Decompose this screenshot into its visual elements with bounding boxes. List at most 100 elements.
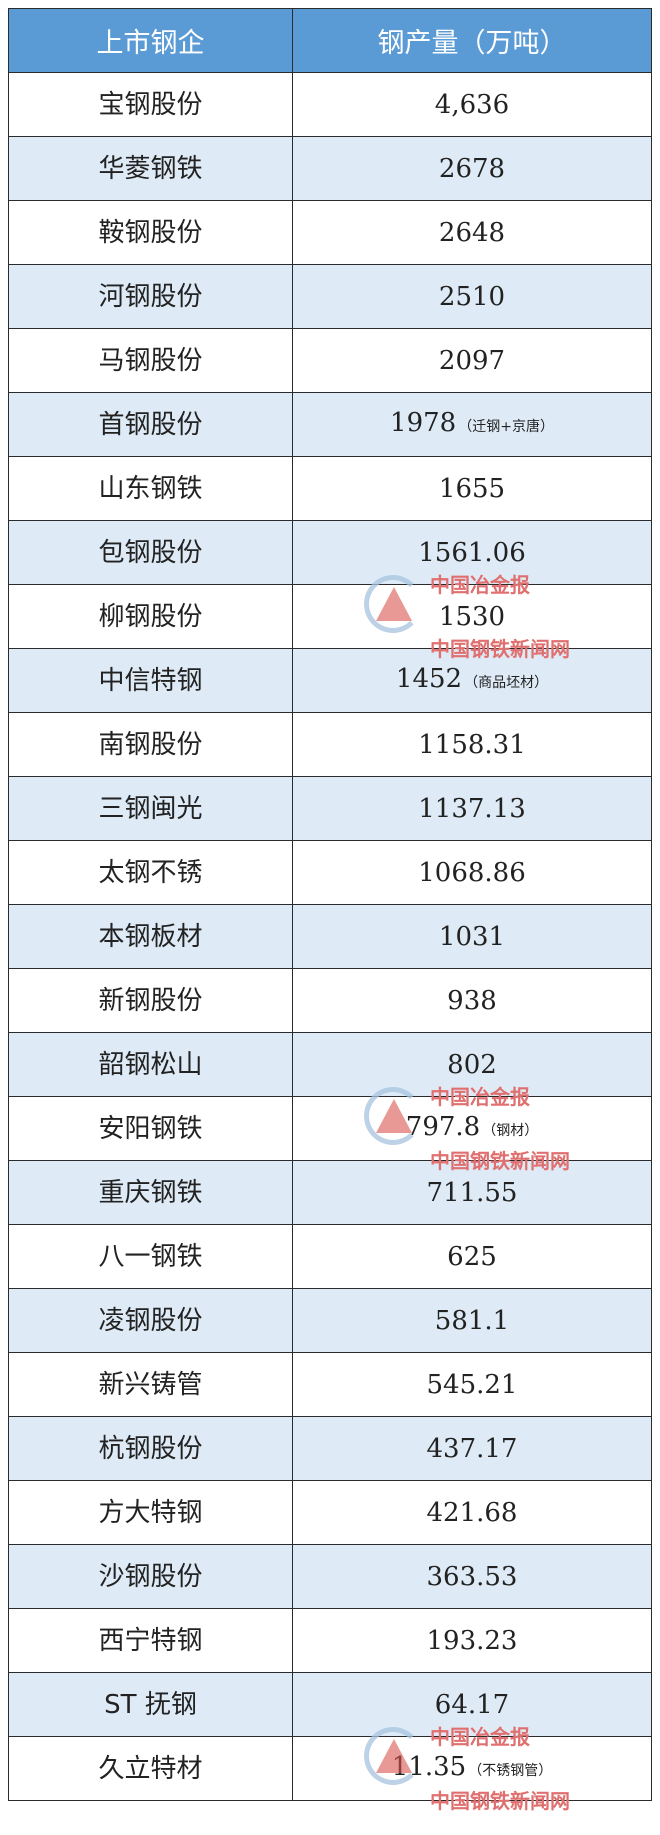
table-row: 柳钢股份 1530 — [8, 584, 652, 649]
output-cell: 1137.13 — [292, 776, 652, 841]
steel-output-table: 上市钢企 钢产量（万吨） 宝钢股份 4,636 华菱钢铁 2678 鞍钢股份 2648 河钢… — [8, 8, 652, 1801]
output-cell: 1158.31 — [292, 712, 652, 777]
output-cell: 437.17 — [292, 1416, 652, 1481]
table-row: 杭钢股份 437.17 — [8, 1416, 652, 1481]
output-note: （迁钢+京唐） — [458, 418, 554, 435]
table-row: 山东钢铁 1655 — [8, 456, 652, 521]
company-cell: 新钢股份 — [8, 968, 293, 1033]
output-value: 421.68 — [426, 1497, 518, 1528]
output-cell: 1978 （迁钢+京唐） — [292, 392, 652, 457]
company-cell: 河钢股份 — [8, 264, 293, 329]
output-value: 363.53 — [426, 1561, 518, 1592]
company-cell: 太钢不锈 — [8, 840, 293, 905]
output-cell: 11.35 （不锈钢管） — [292, 1736, 652, 1801]
table-row: 南钢股份 1158.31 — [8, 712, 652, 777]
output-value: 1530 — [438, 601, 506, 632]
table-row: 宝钢股份 4,636 — [8, 72, 652, 137]
table-row: 太钢不锈 1068.86 — [8, 840, 652, 905]
table-row: 首钢股份 1978 （迁钢+京唐） — [8, 392, 652, 457]
output-note: （商品坯材） — [464, 674, 549, 691]
table-row: 新兴铸管 545.21 — [8, 1352, 652, 1417]
output-cell: 4,636 — [292, 72, 652, 137]
output-cell: 193.23 — [292, 1608, 652, 1673]
output-cell: 2510 — [292, 264, 652, 329]
company-cell: 安阳钢铁 — [8, 1096, 293, 1161]
table-row: 八一钢铁 625 — [8, 1224, 652, 1289]
output-cell: 802 — [292, 1032, 652, 1097]
table-row: 沙钢股份 363.53 — [8, 1544, 652, 1609]
output-value: 64.17 — [434, 1689, 510, 1720]
table-row: 韶钢松山 802 — [8, 1032, 652, 1097]
output-value: 11.35 — [391, 1751, 467, 1782]
company-cell: 久立特材 — [8, 1736, 293, 1801]
table-row: 本钢板材 1031 — [8, 904, 652, 969]
output-cell: 797.8 （钢材） — [292, 1096, 652, 1161]
output-value: 802 — [447, 1049, 497, 1080]
output-cell: 625 — [292, 1224, 652, 1289]
company-cell: 沙钢股份 — [8, 1544, 293, 1609]
output-cell: 64.17 — [292, 1672, 652, 1737]
output-value: 1158.31 — [418, 729, 526, 760]
table-row: 凌钢股份 581.1 — [8, 1288, 652, 1353]
output-value: 938 — [447, 985, 497, 1016]
table-row: 三钢闽光 1137.13 — [8, 776, 652, 841]
company-cell: 宝钢股份 — [8, 72, 293, 137]
header-company: 上市钢企 — [8, 8, 293, 73]
company-cell: 鞍钢股份 — [8, 200, 293, 265]
table-row: 安阳钢铁 797.8 （钢材） — [8, 1096, 652, 1161]
output-cell: 1452 （商品坯材） — [292, 648, 652, 713]
output-value: 1978 — [390, 407, 457, 438]
output-value: 437.17 — [426, 1433, 518, 1464]
output-cell: 1530 — [292, 584, 652, 649]
output-cell: 363.53 — [292, 1544, 652, 1609]
table-row: 中信特钢 1452 （商品坯材） — [8, 648, 652, 713]
table-row: 久立特材 11.35 （不锈钢管） — [8, 1736, 652, 1801]
table-row: 西宁特钢 193.23 — [8, 1608, 652, 1673]
output-cell: 581.1 — [292, 1288, 652, 1353]
table-row: 包钢股份 1561.06 — [8, 520, 652, 585]
company-cell: 方大特钢 — [8, 1480, 293, 1545]
output-value: 1031 — [438, 921, 506, 952]
company-cell: 南钢股份 — [8, 712, 293, 777]
output-value: 2678 — [438, 153, 506, 184]
output-cell: 711.55 — [292, 1160, 652, 1225]
company-cell: ST 抚钢 — [8, 1672, 293, 1737]
output-cell: 421.68 — [292, 1480, 652, 1545]
output-value: 797.8 — [405, 1111, 481, 1142]
output-value: 581.1 — [434, 1305, 510, 1336]
output-cell: 1655 — [292, 456, 652, 521]
table-row: 鞍钢股份 2648 — [8, 200, 652, 265]
company-cell: 山东钢铁 — [8, 456, 293, 521]
output-value: 1137.13 — [418, 793, 526, 824]
output-cell: 545.21 — [292, 1352, 652, 1417]
company-cell: 西宁特钢 — [8, 1608, 293, 1673]
output-cell: 1031 — [292, 904, 652, 969]
output-cell: 1068.86 — [292, 840, 652, 905]
output-value: 545.21 — [426, 1369, 518, 1400]
company-cell: 柳钢股份 — [8, 584, 293, 649]
table-row: 华菱钢铁 2678 — [8, 136, 652, 201]
company-cell: 首钢股份 — [8, 392, 293, 457]
output-value: 1655 — [438, 473, 506, 504]
company-cell: 韶钢松山 — [8, 1032, 293, 1097]
company-cell: 包钢股份 — [8, 520, 293, 585]
company-cell: 中信特钢 — [8, 648, 293, 713]
output-cell: 2678 — [292, 136, 652, 201]
output-cell: 2097 — [292, 328, 652, 393]
company-cell: 八一钢铁 — [8, 1224, 293, 1289]
table-row: 方大特钢 421.68 — [8, 1480, 652, 1545]
header-row: 上市钢企 钢产量（万吨） — [8, 8, 652, 73]
output-cell: 938 — [292, 968, 652, 1033]
table-row: ST 抚钢 64.17 — [8, 1672, 652, 1737]
output-value: 2510 — [438, 281, 506, 312]
company-cell: 凌钢股份 — [8, 1288, 293, 1353]
output-value: 1452 — [395, 663, 463, 694]
company-cell: 杭钢股份 — [8, 1416, 293, 1481]
output-value: 2648 — [438, 217, 506, 248]
output-cell: 2648 — [292, 200, 652, 265]
company-cell: 马钢股份 — [8, 328, 293, 393]
company-cell: 华菱钢铁 — [8, 136, 293, 201]
header-output: 钢产量（万吨） — [292, 8, 652, 73]
table-row: 马钢股份 2097 — [8, 328, 652, 393]
output-value: 1068.86 — [418, 857, 526, 888]
